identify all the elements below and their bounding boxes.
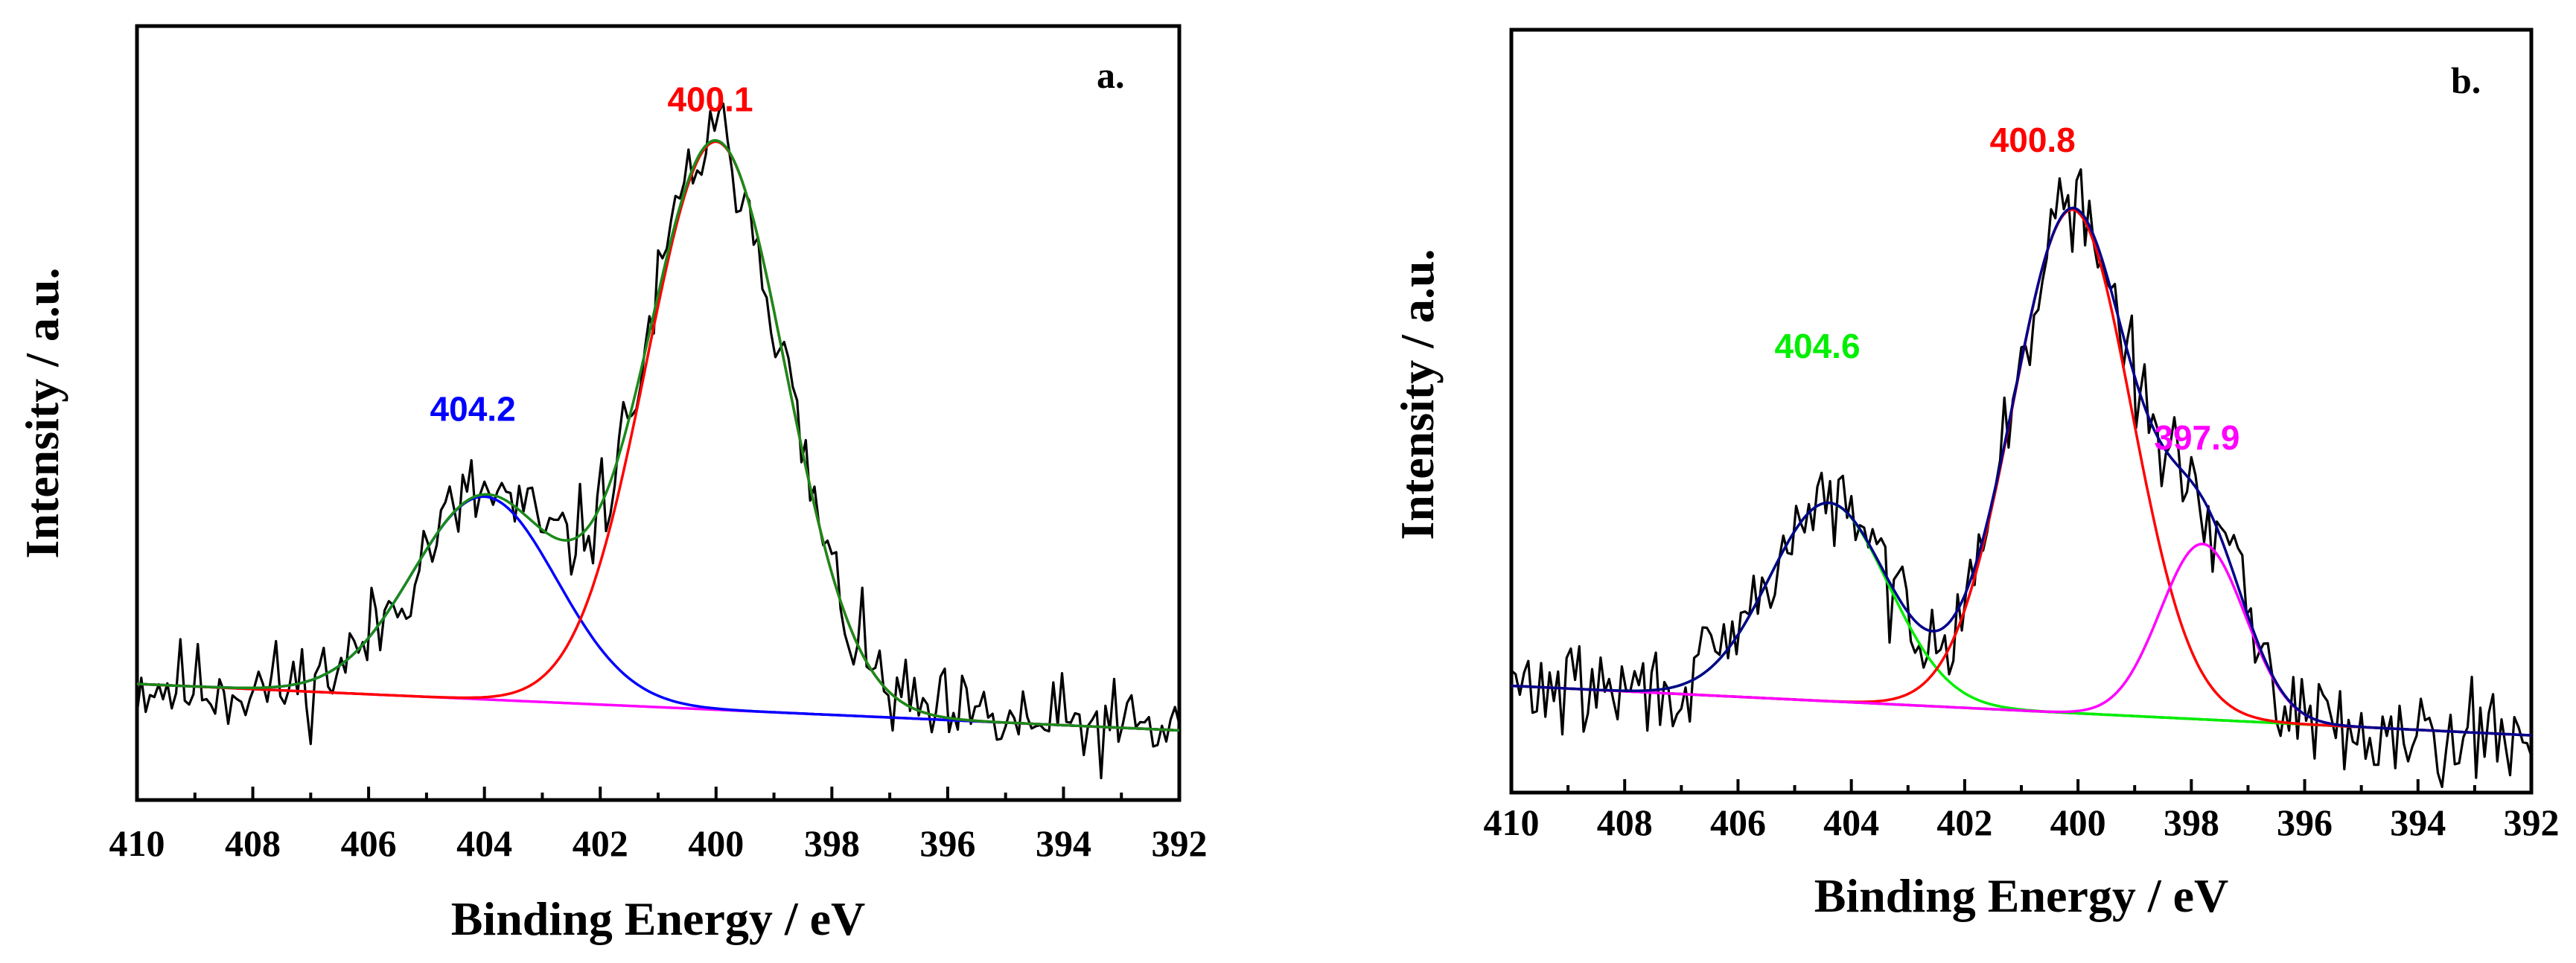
x-tick-label: 396 <box>919 822 975 864</box>
x-tick-label: 406 <box>341 822 397 864</box>
curves-a <box>136 102 1181 780</box>
x-tick-label: 404 <box>456 822 512 864</box>
x-tick-label: 404 <box>1823 802 1879 843</box>
x-tick-label: 392 <box>2504 802 2560 843</box>
x-ticks-b: 410 408 406 404 402 400 398 396 394 392 <box>1484 779 2560 843</box>
peak-value-label: 400.8 <box>1990 121 2076 159</box>
peak-value-label: 404.2 <box>430 389 516 428</box>
x-tick-label: 394 <box>1036 822 1091 864</box>
panel-label-b: b. <box>2451 60 2481 101</box>
panel-b: 410 408 406 404 402 400 398 396 394 392 b. Bindin… <box>1391 28 2560 922</box>
x-tick-label: 398 <box>804 822 860 864</box>
component-peak-line-3 <box>1511 543 2532 737</box>
panel-label-a: a. <box>1097 54 1125 96</box>
x-ticks-a: 410 408 406 404 402 400 398 396 394 392 <box>109 787 1208 864</box>
x-tick-label: 398 <box>2164 802 2219 843</box>
x-tick-label: 402 <box>573 822 628 864</box>
component-peak-line-1 <box>1511 501 2532 737</box>
component-peak-line-2 <box>136 140 1180 732</box>
y-axis-title-a: Intensity / a.u. <box>16 267 68 558</box>
envelope-fit-line <box>136 138 1180 732</box>
peak-value-label: 404.6 <box>1774 327 1860 365</box>
peak-value-label: 400.1 <box>667 80 753 118</box>
curves-b <box>1510 168 2533 788</box>
x-axis-title-b: Binding Energy / eV <box>1814 869 2229 922</box>
x-tick-label: 408 <box>1597 802 1653 843</box>
raw-data-line <box>136 102 1181 780</box>
x-tick-label: 408 <box>225 822 281 864</box>
envelope-fit-line <box>1511 206 2532 737</box>
x-tick-label: 402 <box>1936 802 1992 843</box>
x-tick-label: 410 <box>109 822 165 864</box>
y-axis-title-b: Intensity / a.u. <box>1391 249 1444 540</box>
x-axis-title-a: Binding Energy / eV <box>451 892 866 945</box>
raw-data-line <box>1510 168 2533 788</box>
component-peak-line-2 <box>1511 208 2532 737</box>
x-tick-label: 392 <box>1152 822 1208 864</box>
peak-labels-b: 400.8 404.6 397.9 <box>1774 121 2239 457</box>
peak-labels-a: 400.1 404.2 <box>430 80 753 428</box>
x-tick-label: 400 <box>688 822 744 864</box>
x-tick-label: 394 <box>2390 802 2446 843</box>
x-tick-label: 406 <box>1710 802 1766 843</box>
x-tick-label: 410 <box>1484 802 1540 843</box>
peak-value-label: 397.9 <box>2154 418 2239 457</box>
x-tick-label: 400 <box>2050 802 2106 843</box>
panel-a: 410 408 406 404 402 400 398 396 394 392 a. Bindin… <box>16 24 1208 945</box>
x-tick-label: 396 <box>2277 802 2333 843</box>
